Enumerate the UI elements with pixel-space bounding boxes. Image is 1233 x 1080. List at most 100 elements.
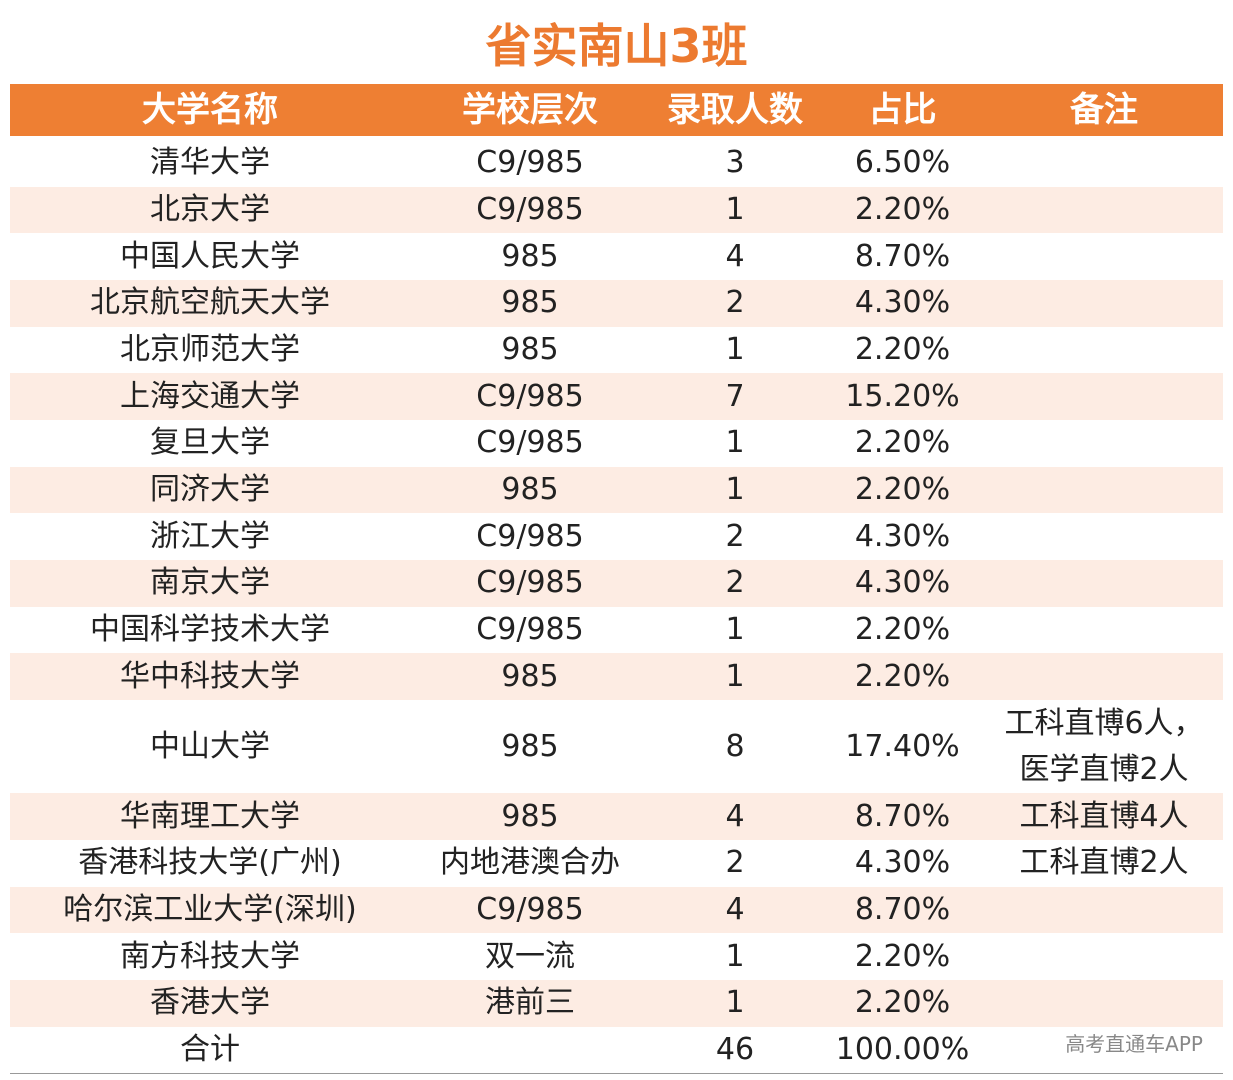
table-row: 南京大学 C9/985 2 4.30% [10, 560, 1223, 607]
cell: 2 [725, 845, 745, 881]
cell: 985 [501, 472, 559, 508]
cell [985, 1027, 1223, 1074]
cell: C9/985 [476, 425, 584, 461]
cell: 1 [725, 612, 745, 648]
table-row: 北京大学 C9/985 1 2.20% [10, 186, 1223, 234]
cell: C9/985 [476, 145, 584, 181]
cell: 工科直博6人， 医学直博2人 [985, 700, 1223, 793]
cell: 4 [725, 238, 745, 274]
table-row: 北京航空航天大学 985 2 4.30% [10, 280, 1223, 327]
cell: 4.30% [854, 518, 951, 554]
cell-line: 医学直博2人 [1019, 751, 1189, 787]
cell: 中国人民大学 [120, 238, 300, 274]
cell: 46 [715, 1032, 755, 1068]
cell [985, 980, 1223, 1027]
cell: C9/985 [476, 518, 584, 554]
cell: 华中科技大学 [120, 658, 300, 694]
cell: 香港大学 [150, 985, 270, 1021]
cell: 2 [725, 285, 745, 321]
table-row: 南方科技大学 双一流 1 2.20% [10, 933, 1223, 980]
cell [985, 140, 1223, 187]
cell [410, 1027, 650, 1074]
cell [985, 560, 1223, 607]
cell: 985 [501, 798, 559, 834]
watermark: 高考直通车APP [1065, 1032, 1203, 1056]
cell: 录取人数 [667, 90, 803, 130]
cell: 4 [725, 798, 745, 834]
cell-line: 工科直博6人， [1004, 705, 1204, 741]
cell: 内地港澳合办 [440, 845, 620, 881]
cell: 同济大学 [150, 472, 270, 508]
cell: 1 [725, 191, 745, 227]
cell: 南方科技大学 [120, 938, 300, 974]
cell: 2.20% [854, 472, 951, 508]
table-title: 省实南山3班 [485, 19, 748, 73]
cell: 香港科技大学(广州) [78, 845, 342, 881]
cell: 2.20% [854, 658, 951, 694]
cell: 北京师范大学 [120, 332, 300, 367]
cell: 3 [725, 145, 745, 181]
cell: 6.50% [854, 145, 951, 181]
cell: 双一流 [485, 938, 575, 974]
cell: 4.30% [854, 845, 951, 881]
cell: 南京大学 [150, 565, 270, 601]
cell: C9/985 [476, 612, 584, 648]
cell: 清华大学 [150, 145, 270, 181]
cell: 2.20% [854, 612, 951, 648]
cell: 4.30% [854, 285, 951, 321]
cell: 985 [501, 332, 559, 367]
cell: 8.70% [854, 892, 951, 928]
cell: 8 [725, 728, 745, 764]
table-row: 华南理工大学 985 4 8.70% 工科直博4人 [10, 793, 1223, 841]
table-row: 香港大学 港前三 1 2.20% [10, 980, 1223, 1027]
cell [985, 887, 1223, 934]
cell: 985 [501, 728, 559, 764]
cell: 4 [725, 892, 745, 928]
cell [985, 467, 1223, 514]
table-row: 上海交通大学 C9/985 7 15.20% [10, 373, 1223, 420]
cell [985, 187, 1223, 234]
cell: 985 [501, 238, 559, 274]
cell: C9/985 [476, 191, 584, 227]
cell: 中国科学技术大学 [90, 612, 330, 648]
cell: 备注 [1070, 90, 1138, 130]
table-row: 中国科学技术大学 C9/985 1 2.20% [10, 607, 1223, 654]
cell: 2 [725, 565, 745, 601]
cell [985, 607, 1223, 654]
table-row: 同济大学 985 1 2.20% [10, 466, 1223, 514]
table-row: 中山大学 985 8 17.40% 工科直博6人， 医学直博2人 [10, 700, 1223, 793]
cell: 2.20% [854, 425, 951, 461]
cell: 占比 [868, 90, 937, 130]
cell: 华南理工大学 [120, 798, 300, 834]
cell: 1 [725, 658, 745, 694]
cell: 2.20% [854, 938, 951, 974]
cell: 2 [725, 518, 745, 554]
cell: 4.30% [854, 565, 951, 601]
cell [985, 933, 1223, 980]
cell: 北京航空航天大学 [90, 285, 330, 321]
table-row: 北京师范大学 985 1 2.20% [10, 327, 1223, 374]
table-row: 清华大学 C9/985 3 6.50% [10, 140, 1223, 187]
cell: 哈尔滨工业大学(深圳) [63, 892, 357, 928]
cell: 工科直博2人 [1019, 845, 1189, 881]
cell: 7 [725, 378, 745, 414]
cell: 学校层次 [462, 90, 598, 130]
cell: 1 [725, 472, 745, 508]
cell: C9/985 [476, 378, 584, 414]
cell [985, 373, 1223, 420]
cell: 17.40% [845, 728, 960, 764]
table-row: 中国人民大学 985 4 8.70% [10, 233, 1223, 280]
cell [985, 280, 1223, 327]
cell: C9/985 [476, 565, 584, 601]
cell: 北京大学 [150, 191, 270, 227]
cell: 100.00% [835, 1032, 970, 1068]
cell [985, 327, 1223, 374]
cell: 2.20% [854, 332, 951, 367]
cell: 复旦大学 [150, 425, 270, 461]
cell: 1 [725, 985, 745, 1021]
table-row: 香港科技大学(广州) 内地港澳合办 2 4.30% 工科直博2人 [10, 840, 1223, 887]
table-row: 哈尔滨工业大学(深圳) C9/985 4 8.70% [10, 886, 1223, 934]
cell [985, 653, 1223, 700]
cell: 1 [725, 332, 745, 367]
cell: 15.20% [845, 378, 960, 414]
